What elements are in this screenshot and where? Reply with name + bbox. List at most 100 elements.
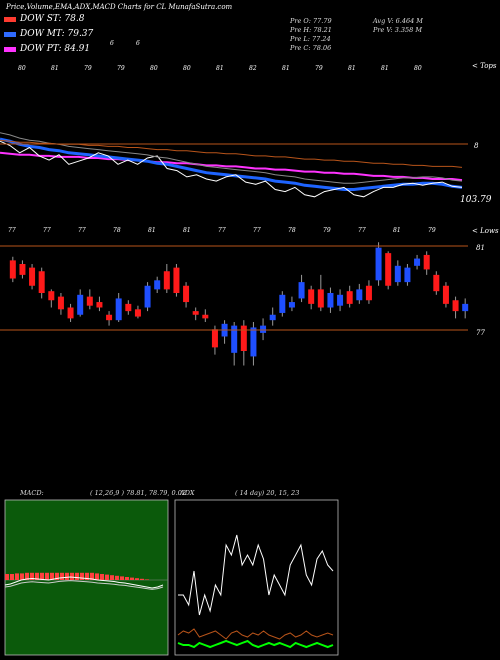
top-label: 81 [216,65,224,72]
adx-line-1 [177,628,334,640]
macd-params: ( 12,26,9 ) 78.81, 78.79, 0.02 [90,489,187,497]
candle-body [385,253,392,286]
macd-bar [130,577,134,580]
pre-high: Pre H: 78.21 [290,26,332,34]
pre-close: Pre C: 78.06 [290,44,332,52]
candle-body [57,296,64,310]
top-label: 80 [414,65,422,72]
tops-label: < Tops [472,62,497,70]
level-mark-label: 8 [474,142,479,150]
macd-bar [115,575,119,580]
candle-body [279,294,286,313]
top-label: 79 [315,65,323,72]
candle-body [19,264,26,275]
low-label: 77 [218,227,226,234]
low-label: 77 [78,227,86,234]
candle-body [77,294,84,315]
dow-st-swatch [4,16,16,22]
candle-body [452,300,459,312]
candle-body [356,289,363,301]
ema-grey-line [0,132,463,184]
macd-bar [85,572,89,580]
candle-body [414,258,421,266]
macd-histogram [5,572,149,580]
pre-open: Pre O: 77.79 [290,17,332,25]
macd-bar [70,572,74,580]
macd-bar [65,572,69,580]
top-label: 81 [282,65,290,72]
macd-bar [20,573,24,580]
low-label: 78 [113,227,121,234]
candle-body [442,285,449,304]
dow-pt-row: DOW PT: 84.91 [4,44,90,54]
ema-lines [0,132,463,198]
candle-body [38,271,45,293]
candle-body [48,291,55,301]
macd-bar [40,572,44,580]
dow-mt-row: DOW MT: 79.37 [4,29,93,39]
candle-body [183,285,190,303]
low-label: 81 [148,227,156,234]
candle-body [67,307,74,319]
candle-body [192,311,199,315]
candle-body [327,293,334,308]
candle-body [134,309,141,317]
low-label: 77 [43,227,51,234]
macd-bar [25,572,29,580]
macd-bar [135,578,139,580]
macd-title: MACD: [20,489,44,497]
macd-bar [30,572,34,580]
candle-body [346,291,353,304]
candle-body [231,325,238,353]
macd-bar [110,575,114,580]
last-price-label: 103.79 [460,195,492,205]
macd-line [4,576,164,589]
avg-volume: Avg V: 6.464 M [373,17,423,25]
macd-bar [50,572,54,580]
candle-body [433,274,440,292]
dow-pt-swatch [4,46,16,52]
candle-body [260,325,267,333]
macd-bar [95,573,99,580]
pre-low: Pre L: 77.24 [290,35,331,43]
top-label: 81 [348,65,356,72]
candle-body [163,271,170,290]
adx-line-0 [178,534,334,616]
macd-bar [5,574,9,580]
macd-bar [75,572,79,580]
macd-lines [4,576,164,590]
dow-st-row: DOW ST: 78.8 [4,14,85,24]
macd-bar [105,574,109,580]
candle-body [106,314,113,321]
macd-bar [10,574,14,580]
macd-bar [120,576,124,580]
candle-body [375,247,382,281]
candle-body [462,303,469,312]
candle-body [154,280,161,290]
macd-bar [15,573,19,580]
macd-bar [35,572,39,580]
lows-label: < Lows [472,227,499,235]
candle-body [144,285,151,308]
candle-body [96,302,103,308]
low-label: 77 [253,227,261,234]
mid-label-1: 6 [110,40,114,47]
low-label: 81 [393,227,401,234]
macd-bar [80,572,84,580]
adx-title: ADX [180,489,195,497]
macd-signal-line [4,580,164,590]
adx-line-2 [177,639,334,649]
ema-line-2 [0,140,463,198]
candle-body [269,314,276,321]
dow-pt-label: DOW PT: 84.91 [20,44,91,54]
candle-body [173,267,180,293]
level-77-label: 77 [476,329,485,337]
candle-body [394,265,401,283]
candle-body [240,325,247,351]
top-label: 79 [84,65,92,72]
macd-bar [45,572,49,580]
candle-body [125,303,132,312]
top-label: 80 [150,65,158,72]
candle-body [365,285,372,301]
candle-body [423,254,430,270]
